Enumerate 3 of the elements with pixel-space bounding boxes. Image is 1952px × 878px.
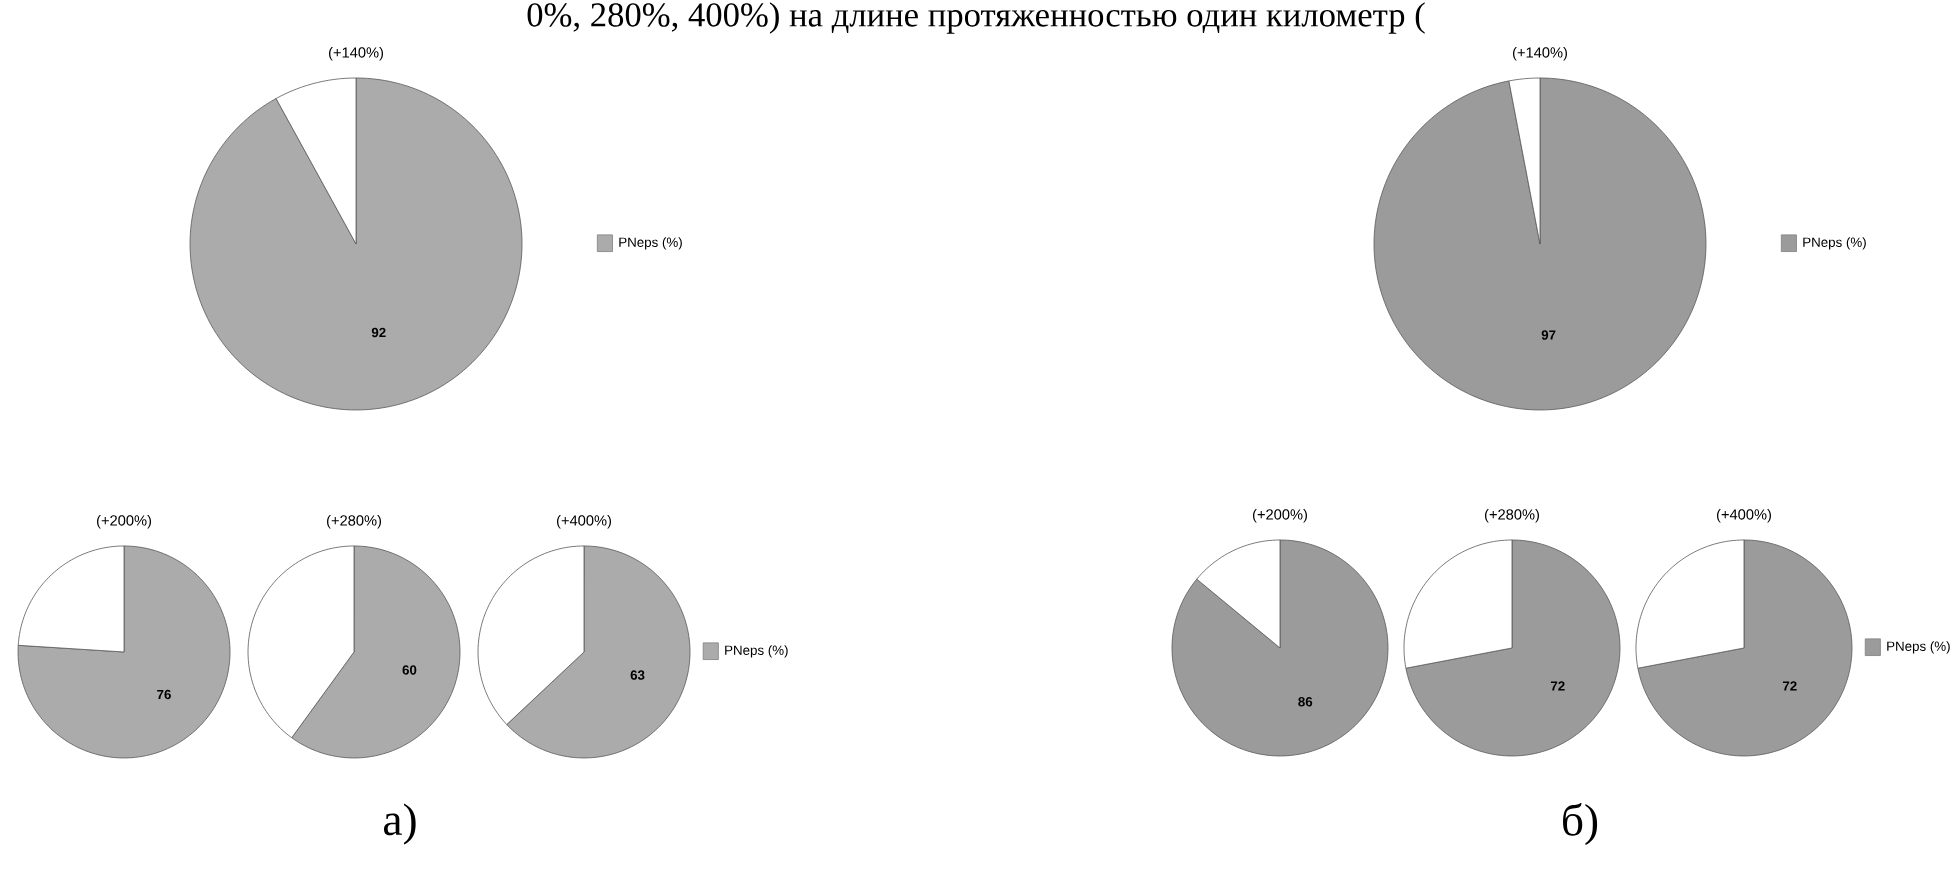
text: б)	[1563, 802, 1598, 846]
text: а)	[384, 803, 416, 845]
text: 0%, 280%, 400%) на длине протяженностью один километр (	[527, 2, 1425, 34]
